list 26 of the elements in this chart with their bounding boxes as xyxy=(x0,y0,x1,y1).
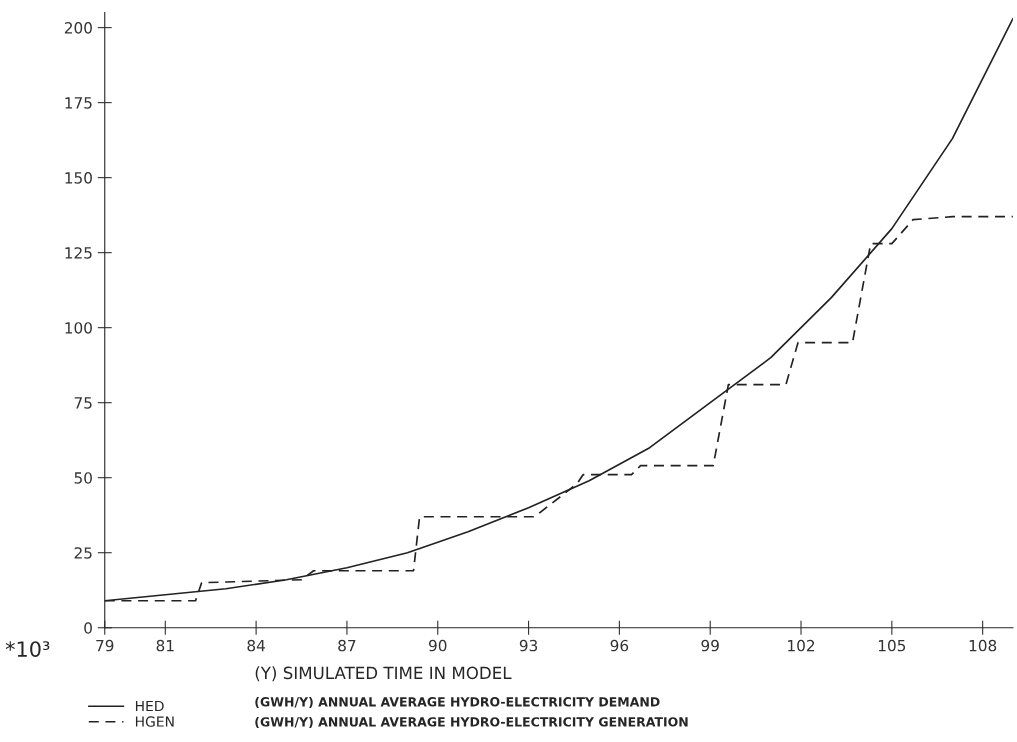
legend-label: HED xyxy=(135,700,164,712)
y-tick-label: 125 xyxy=(65,247,92,259)
y-tick-label: 25 xyxy=(74,547,92,559)
x-tick-label: 81 xyxy=(156,639,174,652)
x-axis-title: (Y) SIMULATED TIME IN MODEL xyxy=(255,666,512,682)
x-tick-label: 96 xyxy=(610,639,629,652)
x-tick-label: 93 xyxy=(519,639,538,652)
text: (GWH/Y) ANNUAL AVERAGE HYDRO-ELECTRICITY GENERATION xyxy=(255,716,688,729)
x-tick-label: 99 xyxy=(701,639,719,652)
text: (GWH/Y) ANNUAL AVERAGE HYDRO-ELECTRICITY DEMAND xyxy=(255,696,660,709)
y-tick-label: 0 xyxy=(84,622,92,634)
x-tick-label: 87 xyxy=(338,639,356,652)
y-axis-title: *10³ xyxy=(5,641,50,657)
y-tick-label: 75 xyxy=(74,397,92,409)
legend-label: HGEN xyxy=(135,716,174,727)
x-tick-label: 90 xyxy=(428,639,447,652)
y-tick-label: 100 xyxy=(65,322,92,334)
y-tick-label: 150 xyxy=(65,172,92,184)
x-tick-label: 79 xyxy=(96,639,114,652)
y-tick-label: 50 xyxy=(74,472,92,484)
y-tick-label: 200 xyxy=(64,22,92,34)
x-tick-label: 102 xyxy=(788,639,815,652)
y-tick-label: 175 xyxy=(65,97,92,109)
x-tick-label: 108 xyxy=(969,639,997,652)
x-tick-label: 105 xyxy=(878,639,906,652)
x-tick-label: 84 xyxy=(247,639,265,652)
